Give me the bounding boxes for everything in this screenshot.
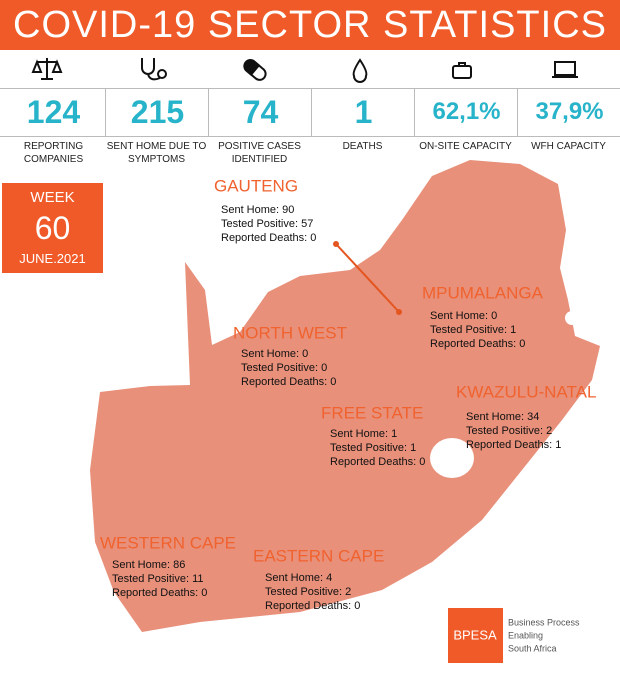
region-stat: Reported Deaths: 0 xyxy=(265,600,360,612)
stat-value: 74 xyxy=(208,88,312,136)
divider xyxy=(0,88,620,89)
stat-label: DEATHS xyxy=(342,141,383,152)
region-stat: Sent Home: 1 xyxy=(330,428,397,440)
region-stat: Tested Positive: 1 xyxy=(330,442,416,454)
region-name: NORTH WEST xyxy=(233,323,347,342)
divider xyxy=(0,136,620,137)
region-stat: Reported Deaths: 0 xyxy=(221,232,316,244)
region-name: GAUTENG xyxy=(214,176,298,195)
region-stat: Tested Positive: 1 xyxy=(430,324,516,336)
stat-label: WFH CAPACITY xyxy=(531,141,606,152)
region-name: KWAZULU-NATAL xyxy=(456,382,596,401)
region-stat: Sent Home: 86 xyxy=(112,559,185,571)
title: COVID-19 SECTOR STATISTICS xyxy=(0,0,620,50)
region-stat: Tested Positive: 2 xyxy=(265,586,351,598)
stat-value: 62,1% xyxy=(414,88,518,136)
region-stat: Sent Home: 0 xyxy=(430,310,497,322)
region-stat: Tested Positive: 11 xyxy=(112,573,204,585)
logo-text: Business Process xyxy=(508,617,580,627)
stat-label: SENT HOME DUE TO SYMPTOMS xyxy=(106,141,207,165)
region-stat: Reported Deaths: 0 xyxy=(241,376,336,388)
eswatini xyxy=(565,311,579,325)
region-name: MPUMALANGA xyxy=(422,283,544,302)
region-stat: Tested Positive: 2 xyxy=(466,425,552,437)
logo-text: South Africa xyxy=(508,643,557,653)
week-number: 60 xyxy=(34,210,71,246)
stat-label: REPORTING COMPANIES xyxy=(23,141,84,165)
region-stat: Sent Home: 4 xyxy=(265,572,332,584)
region-name: FREE STATE xyxy=(321,403,423,422)
region-stat: Reported Deaths: 1 xyxy=(466,439,561,451)
region-stat: Sent Home: 0 xyxy=(241,348,308,360)
region-name: WESTERN CAPE xyxy=(100,533,236,552)
stat-label: POSITIVE CASES IDENTIFIED xyxy=(218,141,301,165)
map-south-africa xyxy=(90,160,600,632)
lesotho xyxy=(430,438,474,478)
region-stat: Reported Deaths: 0 xyxy=(112,587,207,599)
region-stat: Tested Positive: 57 xyxy=(221,218,313,230)
stat-value: 37,9% xyxy=(517,88,620,136)
connector-dot xyxy=(396,309,402,315)
stat-value: 215 xyxy=(105,88,209,136)
stat-label: ON-SITE CAPACITY xyxy=(419,141,512,152)
region-stat: Reported Deaths: 0 xyxy=(430,338,525,350)
logo-mark xyxy=(448,608,503,663)
connector xyxy=(335,243,400,313)
region-stat: Sent Home: 90 xyxy=(221,204,294,216)
region-name: EASTERN CAPE xyxy=(253,546,384,565)
logo-text: Enabling xyxy=(508,630,543,640)
region-stat: Reported Deaths: 0 xyxy=(330,456,425,468)
stat-value: 124 xyxy=(26,94,81,130)
week-box: WEEK 60 JUNE.2021 xyxy=(2,183,103,273)
region-stat: Sent Home: 34 xyxy=(466,411,539,423)
stat-value: 1 xyxy=(311,88,415,136)
logo-mark-text: BPESA xyxy=(453,627,497,642)
region-stat: Tested Positive: 0 xyxy=(241,362,327,374)
week-label: WEEK xyxy=(30,189,75,206)
connector-dot xyxy=(333,241,339,247)
week-date: JUNE.2021 xyxy=(19,251,86,266)
